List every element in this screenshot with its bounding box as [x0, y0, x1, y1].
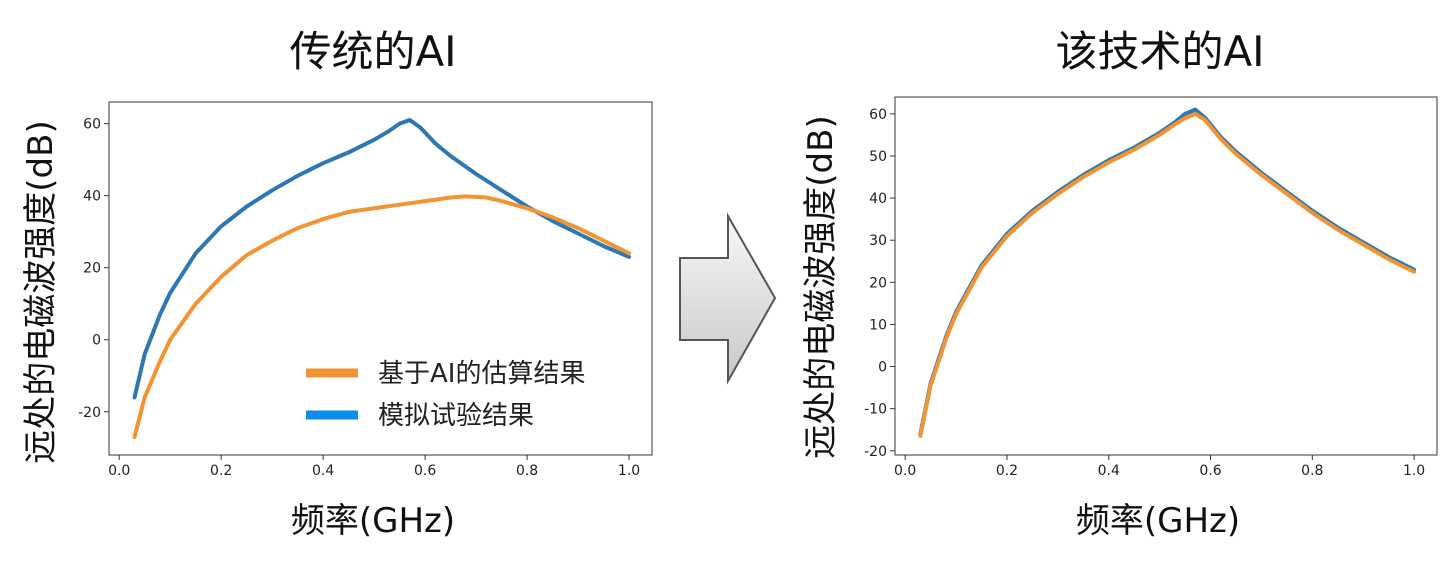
left-chart-plot: 0.0 0.2 0.4 0.6 0.8 1.0 -20 0 20 40 60 [78, 101, 653, 479]
legend-label: 模拟试验结果 [378, 401, 534, 431]
left-series-line [132, 194, 632, 439]
right-xtick-label: 0.2 [996, 463, 1018, 479]
left-chart-title: 传统的AI [289, 27, 456, 76]
left-xtick-label: 0.6 [414, 463, 436, 479]
left-ytick-label: 60 [83, 117, 101, 133]
right-ytick-label: 20 [869, 275, 887, 291]
left-ytick-label: 0 [92, 333, 101, 349]
right-chart-xlabel: 频率(GHz) [1076, 501, 1240, 541]
left-ytick-label: 40 [83, 189, 101, 205]
right-xtick-label: 0.0 [894, 463, 916, 479]
left-chart-xlabel: 频率(GHz) [291, 501, 455, 541]
right-xtick-label: 0.8 [1301, 463, 1323, 479]
right-chart-title: 该技术的AI [1055, 27, 1264, 76]
right-xtick-label: 0.4 [1098, 463, 1120, 479]
right-series-line [918, 107, 1417, 436]
right-ytick-label: 10 [869, 317, 887, 333]
right-ytick-label: -20 [864, 444, 887, 460]
right-ytick-label: -10 [864, 402, 887, 418]
right-ytick-label: 30 [869, 233, 887, 249]
right-plot-frame [894, 96, 1438, 456]
right-xtick-label: 0.6 [1199, 463, 1221, 479]
left-ytick-label: 20 [83, 261, 101, 277]
legend-label: 基于AI的估算结果 [378, 359, 585, 389]
right-ytick-label: 0 [878, 360, 887, 376]
right-ytick-label: 60 [869, 107, 887, 123]
left-series-line [132, 118, 632, 400]
right-xtick-label: 1.0 [1403, 463, 1425, 479]
left-xtick-label: 0.8 [516, 463, 538, 479]
right-arrow-icon [679, 212, 777, 385]
right-series-line [918, 111, 1417, 438]
right-chart-ylabel: 远处的电磁波强度(dB) [801, 115, 841, 458]
left-plot-frame [108, 101, 653, 456]
left-chart-ylabel: 远处的电磁波强度(dB) [21, 120, 61, 463]
right-ytick-label: 40 [869, 191, 887, 207]
left-xtick-label: 1.0 [618, 463, 640, 479]
left-xtick-label: 0.0 [108, 463, 130, 479]
left-xtick-label: 0.4 [312, 463, 334, 479]
right-ytick-label: 50 [869, 149, 887, 165]
left-ytick-label: -20 [78, 405, 101, 421]
right-chart-plot: 0.0 0.2 0.4 0.6 0.8 1.0 -20 -10 0 10 20 30 40 50 60 [864, 96, 1438, 479]
left-xtick-label: 0.2 [210, 463, 232, 479]
